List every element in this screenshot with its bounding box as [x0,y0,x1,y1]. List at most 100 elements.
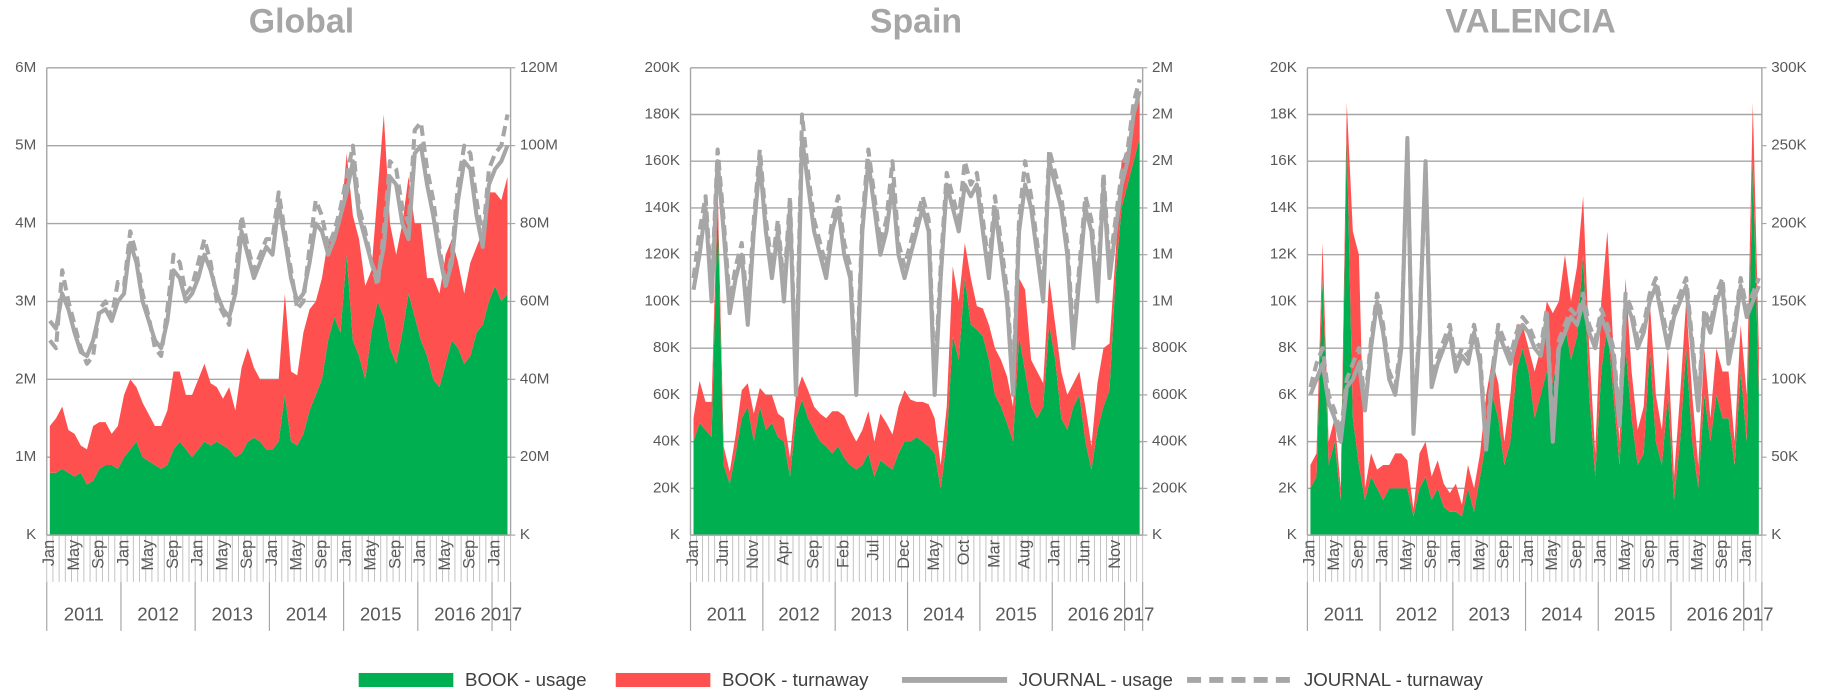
y-tick-label: K [26,526,36,543]
year-label: 2016 [434,604,476,625]
x-tick-label: Jan [485,540,503,566]
year-label: 2011 [1324,604,1364,625]
legend-label: JOURNAL - usage [1019,669,1173,690]
y-tick-label: 18K [1270,106,1297,123]
y2-tick-label: 2M [1152,152,1173,169]
legend-swatch [615,672,711,687]
legend-swatch [358,672,454,687]
chart-panel: VALENCIA K 2K 4K 6K 8K 10K 12K 14K 16K 18K 20K K 50K 1… [1270,2,1807,631]
x-tick-label: Jan [189,540,207,566]
y2-tick-label: 100K [1771,370,1806,387]
x-tick-label: Nov [1106,539,1124,569]
line [691,90,1142,397]
y2-tick-label: 150K [1771,292,1806,309]
x-tick-label: May [1325,539,1343,571]
x-tick-label: May [288,539,306,571]
x-tick-label: Sep [461,540,479,569]
year-label: 2017 [1113,604,1155,625]
x-tick-label: Sep [90,540,108,569]
x-tick-label: Jan [40,540,58,566]
x-tick-label: Sep [1422,540,1440,569]
y2-tick-label: 60M [520,292,550,309]
y-tick-label: 12K [1270,246,1297,263]
x-tick-label: Jan [1373,540,1391,566]
y2-tick-label: 1M [1152,292,1173,309]
y-tick-label: 140K [645,199,680,216]
y2-tick-label: 200K [1771,215,1806,232]
x-tick-label: May [1543,539,1561,571]
year-label: 2014 [1541,604,1583,625]
x-tick-label: May [362,539,380,571]
chart-title: VALENCIA [1445,2,1616,40]
x-tick-label: Jan [1301,540,1319,566]
year-label: 2013 [211,604,253,625]
year-label: 2014 [286,604,328,625]
y2-tick-label: 600K [1152,386,1187,403]
y2-tick-label: 20M [520,448,550,465]
y-tick-label: 5M [15,137,36,154]
x-tick-label: May [213,539,231,571]
x-tick-label: May [1616,539,1634,571]
y-tick-label: 80K [653,339,680,356]
x-tick-label: May [139,539,157,571]
x-tick-label: Jan [1737,540,1755,566]
y2-tick-label: 100M [520,137,558,154]
y-tick-label: 6M [15,59,36,76]
y-tick-label: 3M [15,292,36,309]
x-tick-label: Sep [312,540,330,569]
y2-tick-label: 80M [520,215,550,232]
y2-tick-label: K [1771,526,1781,543]
line [48,114,510,366]
x-tick-label: Jan [684,540,702,566]
legend-label: BOOK - turnaway [722,669,869,690]
chart-panel: Spain K 20K 40K 60K 80K 100K 120K 140K 160K 180K 20… [645,2,1187,631]
y2-tick-label: 250K [1771,137,1806,154]
x-tick-label: Nov [744,539,762,569]
y-tick-label: 8K [1278,339,1297,356]
x-tick-label: May [1689,539,1707,571]
x-tick-label: May [1470,539,1488,571]
x-tick-label: Sep [804,540,822,569]
year-label: 2013 [1468,604,1510,625]
x-tick-label: Jan [337,540,355,566]
y-tick-label: 160K [645,152,680,169]
x-tick-label: Oct [955,539,973,565]
x-tick-label: May [1398,539,1416,571]
y2-tick-label: 120M [520,59,558,76]
y2-tick-label: 50K [1771,448,1798,465]
y2-tick-label: 2M [1152,106,1173,123]
year-label: 2012 [778,604,820,625]
year-label: 2011 [64,604,104,625]
x-tick-label: Aug [1015,540,1033,569]
x-tick-label: Dec [895,540,913,569]
legend: BOOK - usage BOOK - turnaway JOURNAL - usa… [358,669,1484,690]
x-tick-label: Sep [238,540,256,569]
line [1308,143,1761,444]
x-tick-label: Sep [1567,540,1585,569]
y2-tick-label: K [520,526,530,543]
y-tick-label: K [1287,526,1297,543]
y-tick-label: 60K [653,386,680,403]
y-tick-label: K [670,526,680,543]
year-label: 2015 [995,604,1037,625]
year-label: 2016 [1687,604,1729,625]
area [1310,137,1759,536]
y2-tick-label: 800K [1152,339,1187,356]
y-tick-label: 180K [645,106,680,123]
year-label: 2012 [1396,604,1438,625]
chart-title: Global [249,2,354,40]
x-tick-label: Apr [774,539,792,565]
x-tick-label: Jul [865,540,883,561]
y-tick-label: 120K [645,246,680,263]
chart-title: Spain [870,2,962,40]
y2-tick-label: 300K [1771,59,1806,76]
y-tick-label: 100K [645,292,680,309]
x-tick-label: Jun [714,540,732,566]
y-tick-label: 4K [1278,433,1297,450]
x-tick-label: Sep [1349,540,1367,569]
x-tick-label: Mar [985,539,1003,568]
y-tick-label: 2K [1278,479,1297,496]
y-tick-label: 14K [1270,199,1297,216]
year-label: 2017 [1732,604,1774,625]
